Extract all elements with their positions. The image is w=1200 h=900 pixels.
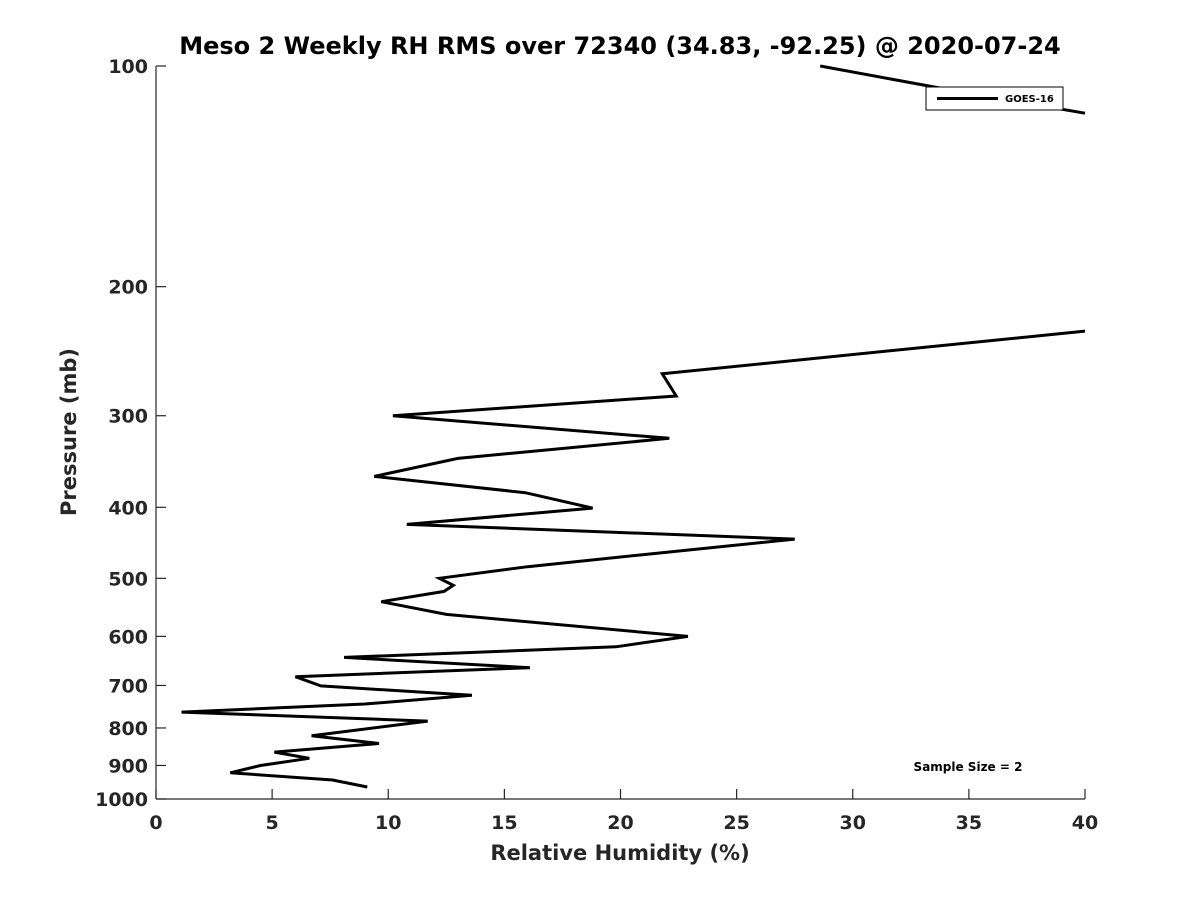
series-line-0 [181,64,1086,789]
x-axis-label: Relative Humidity (%) [490,841,749,865]
ticks: 0 5 10 15 20 25 30 35 40 100 200 300 400 500 600 700 800… [95,56,1098,834]
y-tick-label: 500 [108,568,148,590]
chart-title: Meso 2 Weekly RH RMS over 72340 (34.83, … [179,32,1061,60]
y-tick-label: 200 [108,277,148,299]
y-tick-label: 300 [108,406,148,428]
x-tick-label: 10 [375,812,401,834]
y-tick-label: 100 [108,56,148,78]
y-tick-label: 800 [108,718,148,740]
y-tick-label: 600 [108,626,148,648]
sample-size-annotation: Sample Size = 2 [914,760,1023,774]
x-tick-label: 40 [1072,812,1098,834]
axes [155,66,1085,800]
x-tick-label: 25 [723,812,749,834]
y-tick-label: 400 [108,497,148,519]
series-layer [181,64,1086,789]
x-tick-label: 20 [607,812,633,834]
y-tick-label: 900 [108,755,148,777]
legend-label: GOES-16 [1005,94,1054,105]
y-tick-label: 700 [108,675,148,697]
x-tick-label: 15 [491,812,517,834]
x-tick-label: 0 [149,812,162,834]
x-tick-label: 35 [956,812,982,834]
legend: GOES-16 [925,86,1064,111]
y-tick-label: 1000 [95,789,148,811]
y-axis-label: Pressure (mb) [57,348,81,516]
x-tick-label: 30 [840,812,866,834]
x-tick-label: 5 [266,812,279,834]
